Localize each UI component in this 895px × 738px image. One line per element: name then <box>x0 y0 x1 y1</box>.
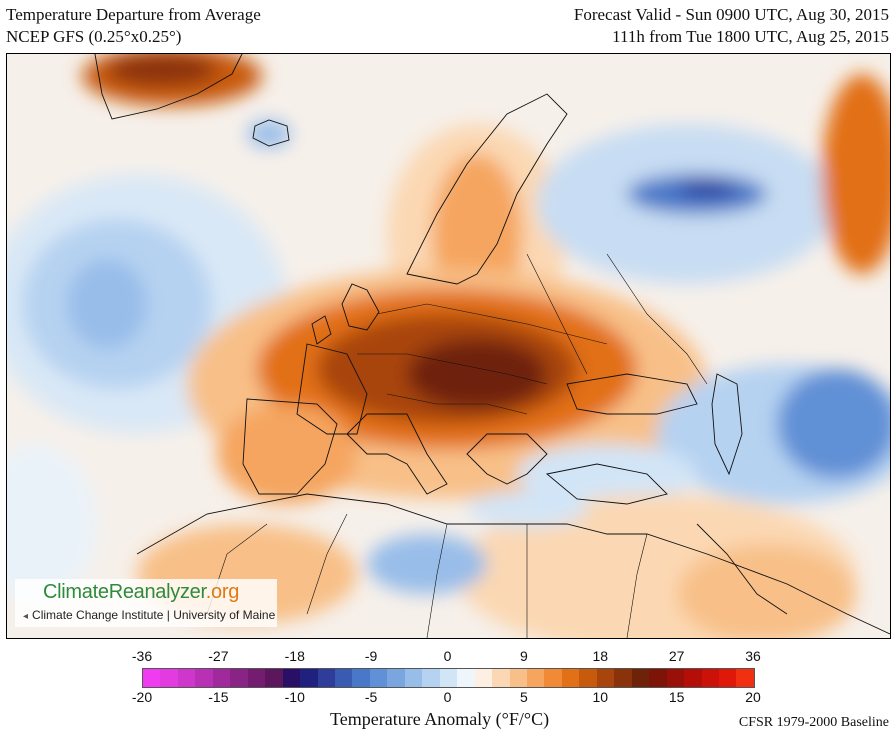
temperature-anomaly-map: ClimateReanalyzer.org ◂ Climate Change In… <box>6 53 891 639</box>
anomaly-field <box>7 54 890 638</box>
colorbar-swatch <box>212 669 231 687</box>
logo-name-main: ClimateReanalyzer <box>43 581 206 603</box>
logo-name: ClimateReanalyzer.org <box>43 581 239 604</box>
celsius-tick-label: 0 <box>443 689 452 705</box>
colorbar-swatch <box>457 669 475 687</box>
title-line-2: NCEP GFS (0.25°x0.25°) <box>6 27 182 46</box>
logo-institution-text: Climate Change Institute | University of… <box>32 608 276 622</box>
celsius-tick-label: -10 <box>284 689 305 705</box>
colorbar-swatch <box>579 669 597 687</box>
celsius-tick-label: 15 <box>668 689 685 705</box>
colorbar-swatch <box>143 669 161 687</box>
colorbar-swatch <box>265 669 283 687</box>
fahrenheit-tick-label: -18 <box>284 648 305 664</box>
colorbar-swatch <box>492 669 510 687</box>
colorbar-swatch <box>718 669 737 687</box>
colorbar-title: Temperature Anomaly (°F/°C) <box>330 709 550 729</box>
colorbar-swatch <box>474 669 493 687</box>
fahrenheit-tick-label: 18 <box>592 648 609 664</box>
climate-reanalyzer-logo: ClimateReanalyzer.org ◂ Climate Change In… <box>15 579 277 627</box>
country-borders <box>206 253 708 638</box>
forecast-valid-block: Forecast Valid - Sun 0900 UTC, Aug 30, 2… <box>574 4 889 48</box>
colorbar-swatch <box>230 669 248 687</box>
colorbar-swatch <box>649 669 667 687</box>
colorbar-swatch <box>561 669 580 687</box>
celsius-tick-label: -20 <box>131 689 153 705</box>
colorbar-swatch <box>195 669 213 687</box>
colorbar-swatch <box>736 669 754 687</box>
fahrenheit-tick-label: 9 <box>519 648 528 664</box>
colorbar-swatch <box>596 669 615 687</box>
colorbar-swatch <box>544 669 562 687</box>
colorbar-swatch <box>317 669 335 687</box>
celsius-tick-label: -5 <box>364 689 378 705</box>
colorbar-swatches <box>142 668 755 688</box>
baseline-label: CFSR 1979-2000 Baseline <box>738 715 889 730</box>
colorbar-swatch <box>526 669 545 687</box>
colorbar-swatch <box>701 669 719 687</box>
fahrenheit-tick-label: -36 <box>131 648 153 664</box>
colorbar-swatch <box>404 669 423 687</box>
fahrenheit-tick-label: 36 <box>745 648 761 664</box>
colorbar-swatch <box>439 669 458 687</box>
fahrenheit-tick-label: -27 <box>208 648 229 664</box>
forecast-valid-line-1: Forecast Valid - Sun 0900 UTC, Aug 30, 2… <box>573 5 889 24</box>
colorbar-swatch <box>334 669 353 687</box>
colorbar-swatch <box>369 669 388 687</box>
coastlines <box>94 54 890 635</box>
celsius-tick-label: 20 <box>745 689 761 705</box>
colorbar-swatch <box>387 669 405 687</box>
colorbar-swatch <box>177 669 196 687</box>
logo-name-suffix: .org <box>205 581 240 603</box>
colorbar-swatch <box>282 669 301 687</box>
logo-institution: ◂ Climate Change Institute | University o… <box>23 608 275 622</box>
colorbar-swatch <box>631 669 650 687</box>
title-block: Temperature Departure from Average NCEP … <box>6 4 261 48</box>
colorbar-swatch <box>684 669 702 687</box>
celsius-tick-label: -15 <box>208 689 229 705</box>
colorbar-swatch <box>247 669 266 687</box>
celsius-tick-label: 5 <box>519 689 528 705</box>
title-line-1: Temperature Departure from Average <box>6 5 261 24</box>
colorbar-swatch <box>509 669 527 687</box>
map-canvas <box>7 54 890 638</box>
colorbar-legend: -36 -27 -18 -9 0 9 18 27 36 -20 -15 -10 -5 0 5 10 15 20 … <box>0 645 895 738</box>
fahrenheit-tick-label: 0 <box>443 648 452 664</box>
colorbar-swatch <box>614 669 632 687</box>
institution-mark-icon: ◂ <box>23 611 29 622</box>
colorbar-swatch <box>666 669 685 687</box>
colorbar-swatch <box>352 669 370 687</box>
colorbar-swatch <box>422 669 440 687</box>
celsius-tick-label: 10 <box>592 689 609 705</box>
colorbar-swatch <box>300 669 318 687</box>
fahrenheit-tick-label: 27 <box>668 648 685 664</box>
forecast-valid-line-2: 111h from Tue 1800 UTC, Aug 25, 2015 <box>612 27 889 46</box>
fahrenheit-tick-label: -9 <box>364 648 378 664</box>
colorbar-swatch <box>160 669 178 687</box>
